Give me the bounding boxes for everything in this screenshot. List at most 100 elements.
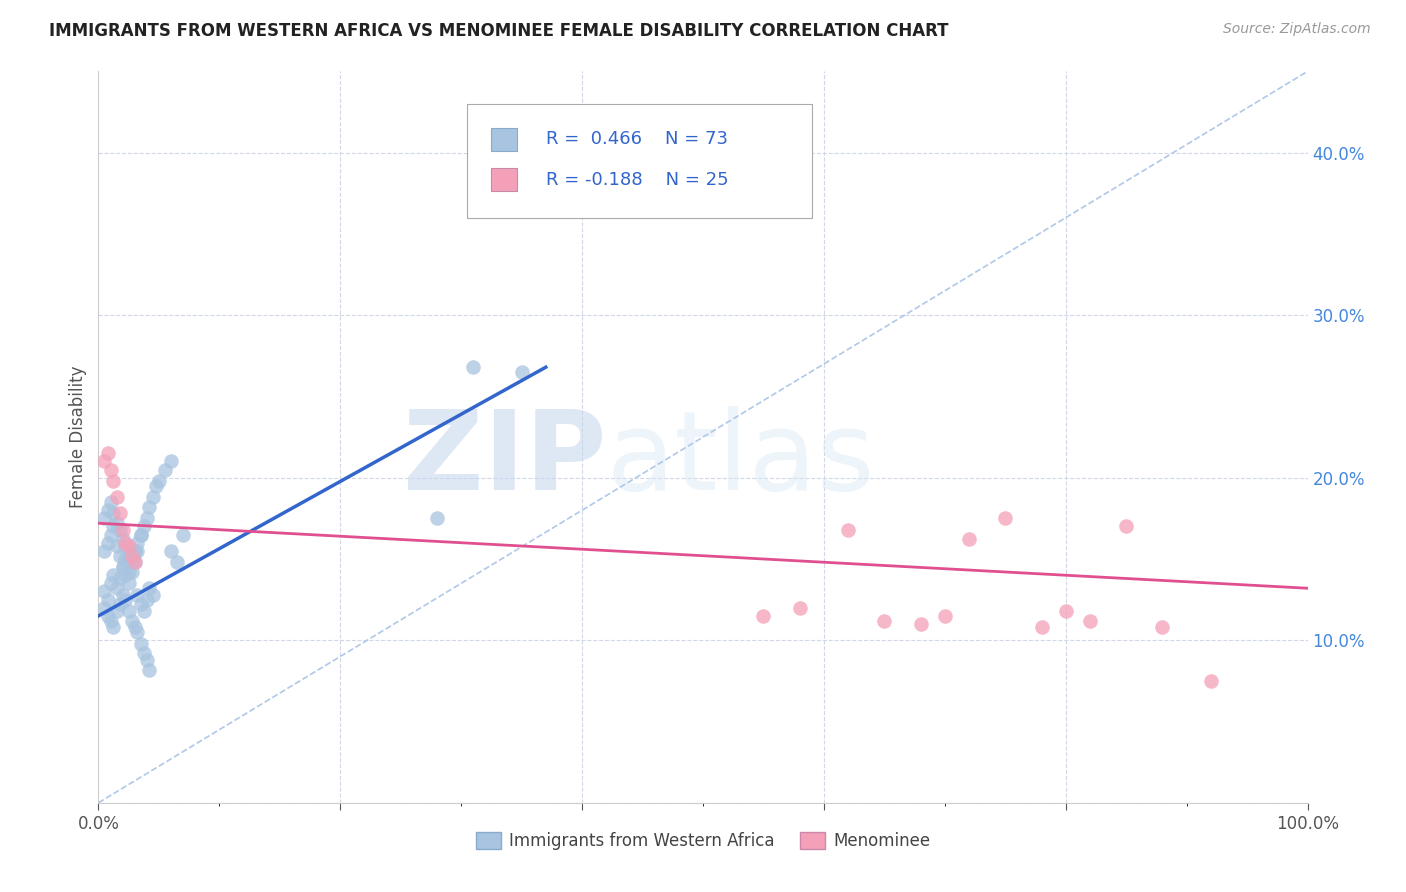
FancyBboxPatch shape [467, 104, 811, 218]
Point [100, 576, 122, 591]
Point [118, 549, 141, 563]
Point [148, 474, 170, 488]
Point [510, 365, 533, 379]
Point [108, 549, 131, 563]
Point [114, 539, 136, 553]
Point [134, 519, 156, 533]
Point [93, 544, 115, 558]
Point [105, 581, 128, 595]
Point [1031, 620, 1053, 634]
Point [118, 604, 141, 618]
Legend: Immigrants from Western Africa, Menominee: Immigrants from Western Africa, Menomine… [470, 825, 936, 856]
Point [108, 507, 131, 521]
Point [127, 535, 149, 549]
Point [135, 653, 157, 667]
Point [111, 588, 134, 602]
Point [105, 490, 128, 504]
Point [114, 535, 136, 549]
Point [105, 539, 128, 553]
Point [138, 663, 160, 677]
Point [124, 544, 146, 558]
Text: R =  0.466    N = 73: R = 0.466 N = 73 [546, 130, 728, 148]
Point [789, 600, 811, 615]
Point [93, 584, 115, 599]
Text: atlas: atlas [606, 406, 875, 513]
Point [957, 533, 980, 547]
Point [752, 608, 775, 623]
Point [121, 555, 143, 569]
Point [114, 552, 136, 566]
Point [101, 620, 124, 634]
Point [1078, 614, 1101, 628]
Point [135, 511, 157, 525]
Point [118, 565, 141, 579]
Point [129, 636, 152, 650]
Point [1199, 673, 1222, 688]
Point [129, 598, 152, 612]
Point [134, 604, 156, 618]
Point [135, 592, 157, 607]
Point [166, 555, 188, 569]
Point [138, 581, 160, 595]
Point [129, 527, 152, 541]
Point [118, 576, 141, 591]
Point [121, 549, 143, 563]
Point [101, 474, 124, 488]
Point [100, 614, 122, 628]
Point [138, 500, 160, 514]
Point [124, 555, 146, 569]
Point [127, 544, 149, 558]
Point [1115, 519, 1137, 533]
Point [108, 523, 131, 537]
Point [160, 454, 183, 468]
Point [111, 560, 134, 574]
FancyBboxPatch shape [492, 128, 516, 151]
Point [114, 568, 136, 582]
Point [124, 620, 146, 634]
Point [142, 588, 165, 602]
Point [910, 617, 932, 632]
Point [111, 523, 134, 537]
Point [142, 490, 165, 504]
Point [100, 462, 122, 476]
Point [97, 503, 120, 517]
Point [994, 511, 1017, 525]
Point [121, 614, 143, 628]
Point [111, 533, 134, 547]
Point [127, 625, 149, 640]
Text: IMMIGRANTS FROM WESTERN AFRICA VS MENOMINEE FEMALE DISABILITY CORRELATION CHART: IMMIGRANTS FROM WESTERN AFRICA VS MENOMI… [49, 22, 949, 40]
Point [111, 560, 134, 574]
Point [873, 614, 896, 628]
Point [105, 516, 128, 531]
Point [172, 527, 194, 541]
Point [1152, 620, 1174, 634]
Point [129, 527, 152, 541]
Point [153, 462, 176, 476]
Point [121, 565, 143, 579]
Point [100, 495, 122, 509]
Point [93, 600, 115, 615]
Point [934, 608, 956, 623]
Point [121, 555, 143, 569]
Point [426, 511, 449, 525]
FancyBboxPatch shape [492, 168, 516, 191]
Point [105, 604, 128, 618]
Text: R = -0.188    N = 25: R = -0.188 N = 25 [546, 170, 728, 188]
Point [134, 646, 156, 660]
Point [114, 592, 136, 607]
Point [124, 555, 146, 569]
Point [127, 588, 149, 602]
Point [124, 544, 146, 558]
Point [101, 507, 124, 521]
Y-axis label: Female Disability: Female Disability [69, 366, 87, 508]
Point [118, 539, 141, 553]
Text: Source: ZipAtlas.com: Source: ZipAtlas.com [1223, 22, 1371, 37]
Text: ZIP: ZIP [404, 406, 606, 513]
Point [108, 598, 131, 612]
Point [101, 568, 124, 582]
Point [97, 535, 120, 549]
Point [100, 527, 122, 541]
Point [837, 523, 859, 537]
Point [160, 544, 183, 558]
Point [145, 479, 167, 493]
